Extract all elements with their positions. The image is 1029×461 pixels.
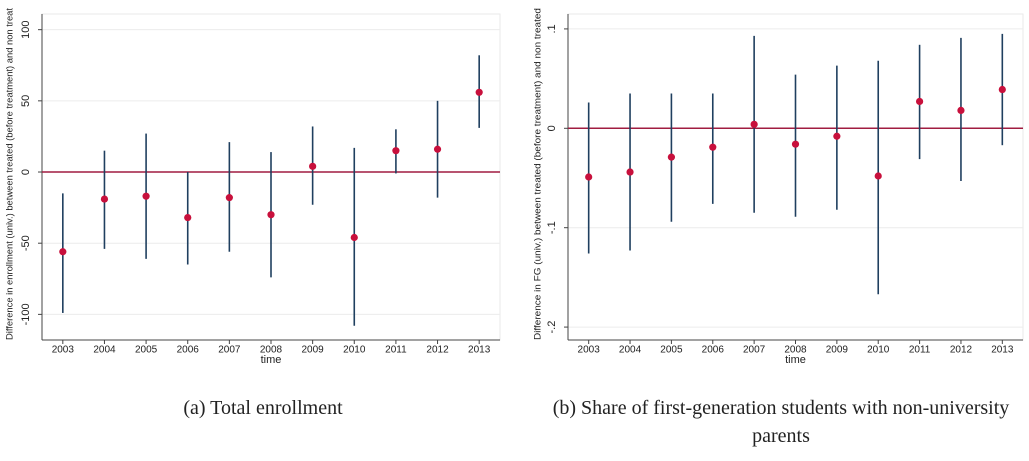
caption: (b) Share of first-generation students w… [552, 397, 1010, 447]
point-estimate [309, 162, 317, 170]
point-estimate [667, 153, 676, 161]
caption: (a) Total enrollment [183, 397, 343, 419]
point-estimate [100, 195, 109, 203]
chart: -100 -50 0 50 100 2003 2004 2005 2006 2007 2008 200… [4, 7, 1024, 366]
point-estimate [433, 145, 442, 153]
y-tick-label: 0 [546, 125, 558, 131]
point-estimate [957, 106, 965, 115]
y-tick-label: -100 [20, 303, 32, 325]
x-tick-label: 2013 [991, 345, 1014, 356]
y-tick-label: -50 [20, 235, 32, 251]
point-estimate [791, 140, 800, 148]
x-tick-label: 2011 [909, 345, 931, 356]
point-estimate [184, 213, 192, 222]
x-axis-title: time [261, 354, 282, 366]
x-tick-label: 2013 [468, 345, 491, 356]
x-axis-title: time [785, 354, 806, 366]
point-estimate [142, 192, 150, 200]
point-estimate [350, 233, 358, 242]
x-tick-label: 2012 [950, 345, 973, 356]
y-axis-title: Difference in enrollment (univ.) between… [4, 7, 14, 340]
y-tick-label: -.1 [546, 221, 558, 234]
y-axis-title: Difference in FG (univ.) between treated… [532, 8, 542, 340]
x-tick-label: 2008 [260, 345, 283, 356]
y-tick-label: 0 [20, 169, 32, 175]
point-estimate [225, 194, 233, 202]
point-estimate [915, 97, 924, 106]
y-tick-label: 100 [20, 20, 32, 38]
x-tick-label: 2003 [52, 345, 75, 356]
x-tick-label: 2011 [385, 345, 407, 356]
y-tick-label: -.2 [546, 321, 558, 334]
point-estimate [750, 120, 758, 128]
y-tick-label: .1 [546, 24, 558, 33]
x-tick-label: 2012 [426, 345, 449, 356]
x-tick-label: 2006 [702, 345, 725, 356]
x-tick-label: 2010 [343, 345, 366, 356]
point-estimate [585, 173, 593, 181]
x-tick-label: 2004 [93, 345, 116, 356]
x-tick-label: 2009 [826, 345, 849, 356]
point-estimate [709, 143, 717, 151]
x-tick-label: 2007 [743, 345, 766, 356]
point-estimate [998, 85, 1006, 94]
x-tick-label: 2009 [302, 345, 325, 356]
point-estimate [626, 168, 634, 176]
x-tick-label: 2005 [660, 345, 683, 356]
x-tick-label: 2008 [784, 345, 807, 356]
point-estimate [475, 88, 483, 96]
point-estimate [833, 132, 841, 140]
point-estimate [59, 248, 67, 256]
x-tick-label: 2003 [578, 345, 601, 356]
point-estimate [874, 172, 882, 180]
x-tick-label: 2006 [177, 345, 200, 356]
y-tick-label: 50 [20, 95, 32, 107]
x-tick-label: 2007 [218, 345, 241, 356]
point-estimate [392, 147, 400, 155]
x-tick-label: 2004 [619, 345, 642, 356]
point-estimate [267, 211, 275, 219]
x-tick-label: 2010 [867, 345, 890, 356]
x-tick-label: 2005 [135, 345, 158, 356]
